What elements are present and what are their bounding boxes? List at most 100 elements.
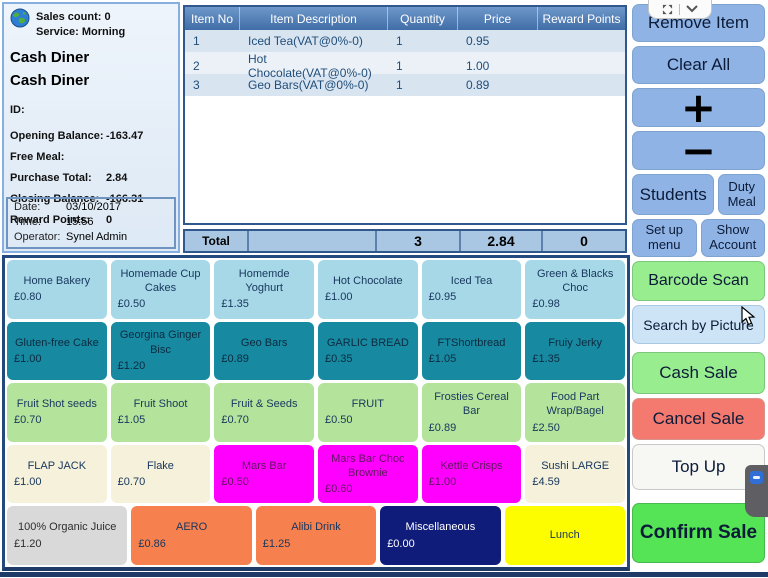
field-label: Free Meal: xyxy=(10,151,65,164)
menu-row: Gluten-free Cake £1.00 Georgina Ginger Bi… xyxy=(7,321,625,381)
menu-item-name: Frosties Cereal Bar xyxy=(434,391,509,418)
menu-item-name: Miscellaneous xyxy=(405,521,476,534)
table-row[interactable]: 1 Iced Tea(VAT@0%-0) 1 0.95 xyxy=(185,30,625,52)
search-by-picture-button[interactable]: Search by Picture xyxy=(632,305,765,344)
column-header-item-no: Item No xyxy=(185,7,240,30)
account-name-line1: Cash Diner xyxy=(10,48,90,66)
column-header-reward-points: Reward Points xyxy=(542,11,621,26)
sales-count-label: Sales count: 0 xyxy=(36,11,111,23)
menu-item-button[interactable]: 100% Organic Juice £1.20 xyxy=(7,506,128,565)
menu-item-button[interactable]: Sushi LARGE £4.59 xyxy=(525,444,625,504)
menu-item-name: Mars Bar Choc Brownie xyxy=(331,452,405,479)
increase-quantity-button[interactable]: + xyxy=(632,86,765,129)
total-quantity: 3 xyxy=(375,231,459,251)
menu-item-button[interactable]: Georgina Ginger Bisc £1.20 xyxy=(110,321,211,381)
menu-item-name: Iced Tea xyxy=(450,275,493,287)
cancel-sale-button[interactable]: Cancel Sale xyxy=(632,398,765,440)
session-box: Date: 03/10/2017 Time: 15:56 Operator: S… xyxy=(6,197,176,249)
show-account-button[interactable]: Show Account xyxy=(700,219,765,257)
barcode-scan-button[interactable]: Barcode Scan xyxy=(632,261,765,301)
menu-item-button[interactable]: Lunch xyxy=(504,506,625,565)
menu-item-button[interactable]: Fruit & Seeds £0.70 xyxy=(214,383,314,442)
menu-item-button[interactable]: FRUIT £0.50 xyxy=(317,383,418,442)
menu-item-button[interactable]: AERO £0.86 xyxy=(131,506,252,565)
decrease-quantity-button[interactable]: − xyxy=(632,129,765,172)
menu-item-button[interactable]: Geo Bars £0.89 xyxy=(214,321,314,381)
menu-item-button[interactable]: Fruiy Jerky £1.35 xyxy=(525,321,625,381)
menu-item-name: Fruit Shot seeds xyxy=(16,398,97,411)
menu-item-button[interactable]: FLAP JACK £1.00 xyxy=(7,444,107,504)
table-row[interactable]: 3 Geo Bars(VAT@0%-0) 1 0.89 xyxy=(185,74,625,96)
menu-item-button[interactable]: Food Part Wrap/Bagel £2.50 xyxy=(525,383,625,442)
students-button[interactable]: Students xyxy=(632,174,715,215)
fullscreen-icon[interactable] xyxy=(662,4,673,15)
remote-support-handle[interactable] xyxy=(745,465,768,517)
confirm-sale-button[interactable]: Confirm Sale xyxy=(632,503,765,563)
menu-item-button[interactable]: GARLIC BREAD £0.35 xyxy=(317,321,418,381)
top-up-button[interactable]: Top Up xyxy=(632,444,765,490)
menu-item-name: Homemde Yoghurt xyxy=(238,267,290,295)
free-meal-row: Free Meal: xyxy=(10,151,172,172)
menu-item-button[interactable]: Fruit Shoot £1.05 xyxy=(110,383,211,442)
cell-price: 0.95 xyxy=(466,34,490,48)
session-value: 15:56 xyxy=(66,216,94,228)
column-header-description: Item Description xyxy=(240,7,388,30)
menu-item-price: £0.50 xyxy=(324,414,353,427)
menu-item-price: £0.70 xyxy=(117,476,146,489)
cell-description: Iced Tea(VAT@0%-0) xyxy=(248,34,363,48)
menu-item-button[interactable]: Mars Bar Choc Brownie £0.60 xyxy=(317,444,418,504)
menu-item-button[interactable]: Miscellaneous £0.00 xyxy=(380,506,501,565)
menu-item-button[interactable]: Green & Blacks Choc £0.98 xyxy=(525,260,625,319)
service-label: Service: Morning xyxy=(36,25,126,38)
cell-description: Hot Chocolate(VAT@0%-0) xyxy=(248,52,372,80)
session-label: Date: xyxy=(14,201,41,213)
session-value: 03/10/2017 xyxy=(66,201,122,213)
menu-item-button[interactable]: Home Bakery £0.80 xyxy=(7,260,107,319)
cell-item-no: 1 xyxy=(193,34,200,48)
window-bottom-border xyxy=(0,572,768,577)
menu-item-button[interactable]: Homemade Cup Cakes £0.50 xyxy=(110,260,211,319)
closing-balance-row: Closing Balance: -166.31 xyxy=(10,193,172,214)
cell-quantity: 1 xyxy=(396,78,403,92)
menu-item-button[interactable]: Gluten-free Cake £1.00 xyxy=(7,321,107,381)
field-label: Closing Balance: xyxy=(10,193,100,206)
menu-item-price: £0.89 xyxy=(221,352,249,365)
menu-item-button[interactable]: Alibi Drink £1.25 xyxy=(255,506,377,565)
total-price: 2.84 xyxy=(459,231,541,251)
table-row[interactable]: 2 Hot Chocolate(VAT@0%-0) 1 1.00 xyxy=(185,52,625,80)
cell-item-no: 2 xyxy=(193,59,200,73)
action-panel: Remove Item Clear All + − Students Duty … xyxy=(632,4,765,563)
clear-all-button[interactable]: Clear All xyxy=(632,46,765,84)
menu-item-name: Lunch xyxy=(549,528,580,541)
cash-sale-button[interactable]: Cash Sale xyxy=(632,352,765,394)
menu-item-button[interactable]: Iced Tea £0.95 xyxy=(421,260,522,319)
field-value: 2.84 xyxy=(106,172,128,185)
menu-item-price: £1.00 xyxy=(324,291,353,304)
opening-balance-row: Opening Balance: -163.47 xyxy=(10,130,172,151)
menu-item-name: AERO xyxy=(176,521,208,534)
menu-row: Fruit Shot seeds £0.70 Fruit Shoot £1.05 F… xyxy=(7,383,625,442)
menu-item-button[interactable]: FTShortbread £1.05 xyxy=(421,321,522,381)
reward-points-row: Reward Points: 0 xyxy=(10,214,172,235)
menu-item-button[interactable]: Hot Chocolate £1.00 xyxy=(317,260,418,319)
account-name-line2: Cash Diner xyxy=(10,71,90,89)
duty-meal-button[interactable]: Duty Meal xyxy=(718,174,765,215)
menu-item-button[interactable]: Homemde Yoghurt £1.35 xyxy=(214,260,314,319)
cell-quantity: 1 xyxy=(396,34,403,48)
setup-menu-button[interactable]: Set up menu xyxy=(632,219,697,257)
column-header-price: Price xyxy=(458,7,538,30)
menu-row: Home Bakery £0.80 Homemade Cup Cakes £0.50… xyxy=(7,260,625,319)
menu-item-button[interactable]: Mars Bar £0.50 xyxy=(214,444,314,504)
menu-item-price: £1.20 xyxy=(117,360,146,373)
menu-item-name: 100% Organic Juice xyxy=(17,521,117,534)
chevron-down-icon[interactable] xyxy=(686,5,698,13)
menu-item-button[interactable]: Kettle Crisps £1.00 xyxy=(421,444,522,504)
menu-item-button[interactable]: Flake £0.70 xyxy=(110,444,211,504)
menu-grid: Home Bakery £0.80 Homemade Cup Cakes £0.50… xyxy=(2,255,630,571)
menu-item-button[interactable]: Frosties Cereal Bar £0.89 xyxy=(421,383,522,442)
menu-item-price: £0.70 xyxy=(14,414,42,427)
total-reward-points: 0 xyxy=(541,231,625,251)
menu-item-button[interactable]: Fruit Shot seeds £0.70 xyxy=(7,383,107,442)
menu-item-name: Fruit Shoot xyxy=(133,398,188,411)
